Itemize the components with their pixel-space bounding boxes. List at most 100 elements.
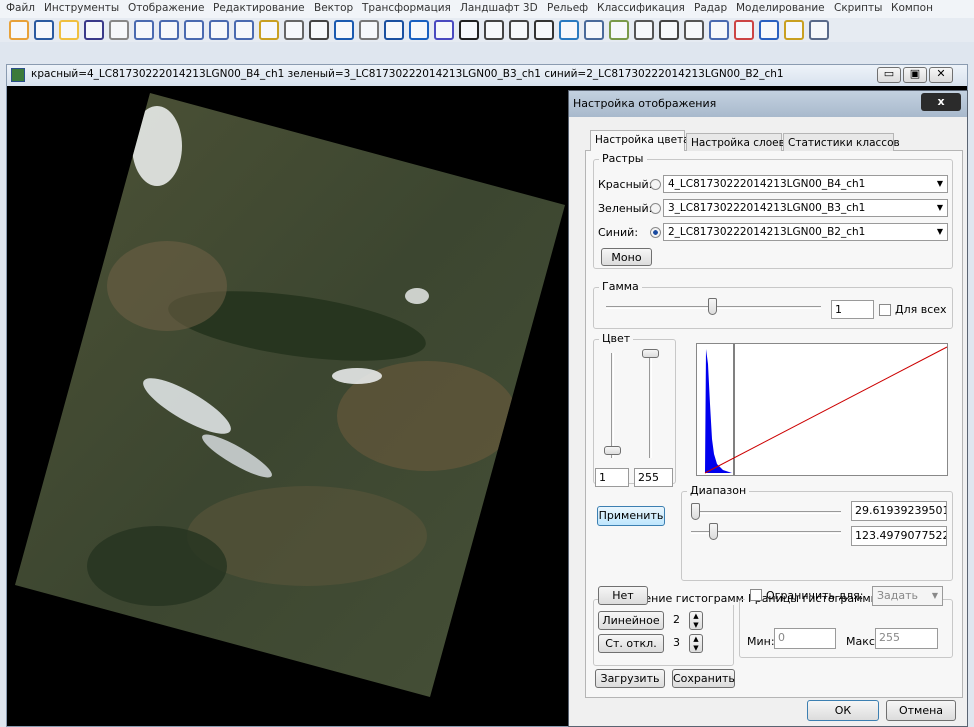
toolbar-button[interactable] (660, 21, 678, 39)
window-icon (11, 68, 25, 82)
toolbar-button[interactable] (335, 21, 353, 39)
toolbar-button[interactable] (785, 21, 803, 39)
min-input: 0 (774, 628, 836, 649)
minimize[interactable]: ▭ (877, 67, 901, 83)
toolbar-button[interactable] (635, 21, 653, 39)
menu-item[interactable]: Компон (891, 2, 933, 14)
limit-checkbox[interactable] (750, 589, 762, 601)
ok-button[interactable]: ОК (807, 700, 879, 721)
menu-item[interactable]: Ландшафт 3D (460, 2, 538, 14)
toolbar-button[interactable] (310, 21, 328, 39)
apply-button[interactable]: Применить (597, 506, 665, 526)
toolbar-button[interactable] (485, 21, 503, 39)
menu-item[interactable]: Моделирование (736, 2, 825, 14)
toolbar-button[interactable] (610, 21, 628, 39)
group-box (593, 339, 676, 484)
v-thumb[interactable] (604, 446, 621, 455)
toolbar-button[interactable] (135, 21, 153, 39)
window-titlebar: красный=4_LC81730222014213LGN00_B4_ch1 з… (7, 65, 967, 86)
menu-item[interactable]: Отображение (128, 2, 204, 14)
toolbar-button[interactable] (235, 21, 253, 39)
toolbar-button[interactable] (10, 21, 28, 39)
menu-item[interactable]: Радар (694, 2, 727, 14)
band-select[interactable]: 4_LC81730222014213LGN00_B4_ch1 (663, 175, 948, 193)
toolbar-icons (0, 18, 850, 42)
toolbar-button[interactable] (110, 21, 128, 39)
toolbar-button[interactable] (160, 21, 178, 39)
menu-item[interactable]: Классификация (597, 2, 685, 14)
cancel-button[interactable]: Отмена (886, 700, 956, 721)
range-thumb[interactable] (691, 503, 700, 520)
toolbar-button[interactable] (585, 21, 603, 39)
toolbar-button[interactable] (560, 21, 578, 39)
spinner[interactable]: ▲▼ (689, 611, 703, 630)
toolbar-button[interactable] (60, 21, 78, 39)
group-box (593, 599, 734, 666)
toolbar-button[interactable] (185, 21, 203, 39)
linear-input[interactable]: 2 (670, 611, 690, 630)
toolbar-button[interactable] (385, 21, 403, 39)
v-thumb[interactable] (642, 349, 659, 358)
toolbar-button[interactable] (210, 21, 228, 39)
std-button[interactable]: Ст. откл. (598, 634, 664, 653)
none-button[interactable]: Нет (598, 586, 648, 605)
close-window[interactable]: ✕ (929, 67, 953, 83)
toolbar-button[interactable] (735, 21, 753, 39)
tab[interactable]: Настройка слоев (686, 133, 782, 151)
range-min[interactable]: 29.619392395019! (851, 501, 947, 521)
gamma-input[interactable]: 1 (831, 300, 874, 319)
radio[interactable] (650, 203, 661, 214)
toolbar-button[interactable] (710, 21, 728, 39)
max-label: Макс: (846, 635, 879, 648)
radio[interactable] (650, 179, 661, 190)
toolbar-button[interactable] (410, 21, 428, 39)
toolbar-button[interactable] (85, 21, 103, 39)
raster-label: Красный: (598, 178, 652, 191)
menu-bar: Файл Инструменты Отображение Редактирование… (0, 0, 974, 18)
toolbar-button[interactable] (35, 21, 53, 39)
all-checkbox[interactable] (879, 304, 891, 316)
color-min[interactable]: 1 (595, 468, 629, 487)
save-button[interactable]: Сохранить (672, 669, 735, 688)
toolbar-button[interactable] (285, 21, 303, 39)
set-combo: Задать (872, 586, 943, 606)
menu-item[interactable]: Редактирование (213, 2, 305, 14)
range-thumb[interactable] (709, 523, 718, 540)
toolbar (0, 18, 974, 42)
range-track (691, 511, 841, 514)
spinner[interactable]: ▲▼ (689, 634, 703, 653)
toolbar-button[interactable] (535, 21, 553, 39)
toolbar-button[interactable] (260, 21, 278, 39)
color-max[interactable]: 255 (634, 468, 673, 487)
menu-item[interactable]: Трансформация (362, 2, 451, 14)
mono-button[interactable]: Моно (601, 248, 652, 266)
toolbar-button[interactable] (510, 21, 528, 39)
toolbar-button[interactable] (810, 21, 828, 39)
maximize[interactable]: ▣ (903, 67, 927, 83)
band-select[interactable]: 2_LC81730222014213LGN00_B2_ch1 (663, 223, 948, 241)
menu-item[interactable]: Файл (6, 2, 35, 14)
radio[interactable] (650, 227, 661, 238)
gamma-thumb[interactable] (708, 298, 717, 315)
load-button[interactable]: Загрузить (595, 669, 665, 688)
menu-item[interactable]: Скрипты (834, 2, 882, 14)
menu-item[interactable]: Рельеф (547, 2, 588, 14)
band-select[interactable]: 3_LC81730222014213LGN00_B3_ch1 (663, 199, 948, 217)
toolbar-button[interactable] (435, 21, 453, 39)
std-input[interactable]: 3 (670, 634, 690, 653)
v-track (649, 353, 652, 458)
tab[interactable]: Статистики классов (783, 133, 894, 151)
menu-item[interactable]: Инструменты (44, 2, 119, 14)
toolbar-button[interactable] (360, 21, 378, 39)
tab[interactable]: Настройка цвета (590, 130, 685, 151)
toolbar-button[interactable] (760, 21, 778, 39)
range-max[interactable]: 123.49790775221: (851, 526, 947, 546)
toolbar-button[interactable] (460, 21, 478, 39)
raster-label: Синий: (598, 226, 638, 239)
toolbar-button[interactable] (685, 21, 703, 39)
linear-button[interactable]: Линейное (598, 611, 664, 630)
menu-item[interactable]: Вектор (314, 2, 353, 14)
satellite-image (7, 86, 568, 727)
v-track (611, 353, 614, 458)
